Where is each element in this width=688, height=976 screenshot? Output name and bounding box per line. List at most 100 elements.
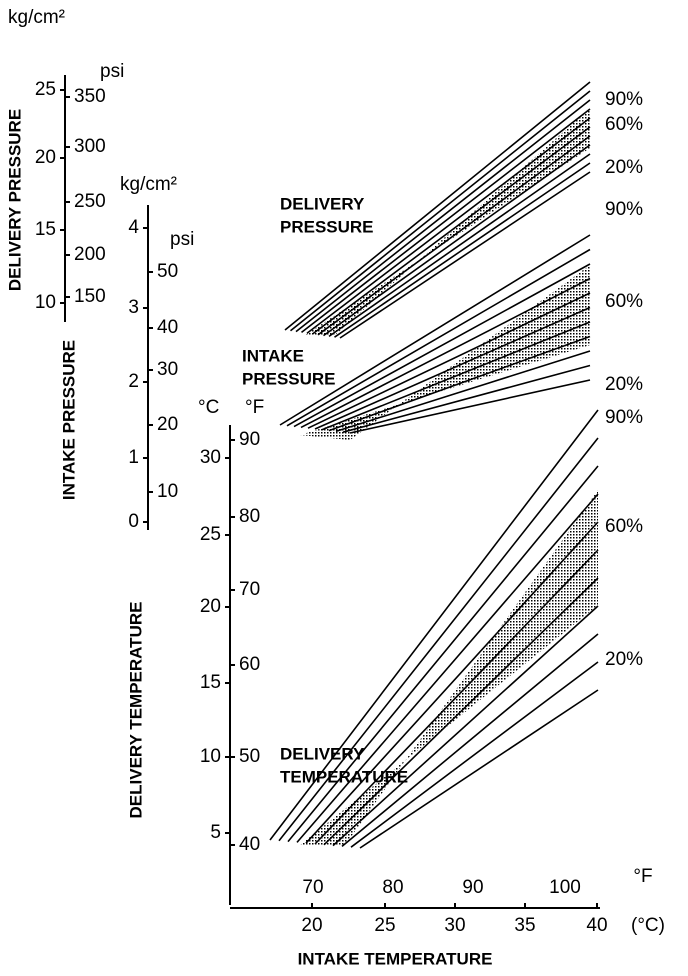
- tick-label: 30: [157, 359, 178, 380]
- tick-label: 70: [239, 579, 260, 600]
- pressure-line: [317, 135, 591, 336]
- tick-label: 70: [302, 877, 323, 898]
- tick-label: 20: [157, 414, 178, 435]
- tick-label: 40: [239, 834, 260, 855]
- pressure-line: [289, 90, 591, 332]
- intake-line: [321, 321, 591, 431]
- intake-line: [335, 350, 591, 433]
- axis-title: INTAKE TEMPERATURE: [298, 949, 493, 968]
- intake-line: [293, 263, 591, 428]
- tick-label: 15: [200, 672, 221, 693]
- tick-label: 40: [157, 317, 178, 338]
- temperature-line: [350, 661, 599, 848]
- tick-label: 10: [35, 292, 56, 313]
- tick-label: 50: [157, 261, 178, 282]
- unit: °F: [245, 397, 264, 418]
- tick-label: 15: [35, 219, 56, 240]
- tick-label: 30: [444, 915, 465, 936]
- temperature-line: [314, 549, 599, 845]
- pressure-line: [284, 81, 591, 331]
- tick-label: 80: [382, 877, 403, 898]
- tick-label: 25: [200, 524, 221, 545]
- tick-label: 10: [200, 746, 221, 767]
- unit: °C: [198, 397, 219, 418]
- temperature-line: [332, 605, 599, 847]
- temperature-line: [341, 633, 599, 848]
- pressure-line: [295, 99, 591, 333]
- temperature-line: [287, 465, 599, 843]
- temperature-line: [359, 689, 599, 849]
- pressure-line: [323, 144, 591, 337]
- tick-label: 20: [301, 915, 322, 936]
- percent-label: 20%: [605, 649, 643, 670]
- tick-label: 3: [128, 297, 139, 318]
- tick-label: 150: [74, 286, 106, 307]
- tick-label: 25: [35, 79, 56, 100]
- tick-label: 300: [74, 136, 106, 157]
- tick-label: 50: [239, 746, 260, 767]
- percent-label: 20%: [605, 157, 643, 178]
- tick-label: 0: [128, 511, 139, 532]
- percent-label: 60%: [605, 516, 643, 537]
- group-label: INTAKE: [242, 346, 304, 365]
- tick-label: 20: [35, 147, 56, 168]
- tick-label: 10: [157, 481, 178, 502]
- tick-label: 80: [239, 506, 260, 527]
- percent-label: 20%: [605, 374, 643, 395]
- intake-line: [342, 364, 591, 433]
- percent-label: 90%: [605, 199, 643, 220]
- tick-label: 100: [549, 877, 581, 898]
- tick-label: 35: [514, 915, 535, 936]
- group-label: PRESSURE: [242, 369, 336, 388]
- tick-label: 350: [74, 86, 106, 107]
- intake-line: [349, 379, 591, 434]
- tick-label: 2: [128, 371, 139, 392]
- pressure-line: [301, 108, 591, 334]
- intake-line: [328, 335, 591, 432]
- tick-label: 200: [74, 244, 106, 265]
- axis-title: INTAKE PRESSURE: [59, 340, 78, 500]
- unit: (°C): [631, 915, 665, 936]
- temperature-line: [323, 577, 599, 846]
- tick-label: 25: [374, 915, 395, 936]
- temperature-line: [296, 493, 599, 843]
- band: [300, 265, 590, 440]
- tick-label: 60: [239, 654, 260, 675]
- unit: kg/cm²: [120, 174, 177, 195]
- tick-label: 20: [200, 596, 221, 617]
- percent-label: 90%: [605, 89, 643, 110]
- percent-label: 90%: [605, 407, 643, 428]
- intake-line: [307, 292, 591, 429]
- tick-label: 90: [462, 877, 483, 898]
- pressure-line: [306, 117, 591, 334]
- intake-line: [314, 306, 591, 430]
- percent-label: 60%: [605, 114, 643, 135]
- pressure-line: [328, 153, 591, 338]
- temperature-line: [269, 409, 599, 841]
- group-label: DELIVERY: [280, 744, 365, 763]
- unit: kg/cm²: [8, 7, 65, 28]
- tick-label: 250: [74, 191, 106, 212]
- unit: psi: [170, 229, 194, 250]
- percent-label: 60%: [605, 291, 643, 312]
- group-label: DELIVERY: [280, 194, 365, 213]
- axis-title: DELIVERY TEMPERATURE: [126, 602, 145, 819]
- intake-line: [300, 277, 591, 429]
- group-label: PRESSURE: [280, 217, 374, 236]
- tick-label: 40: [586, 915, 607, 936]
- tick-label: 5: [210, 822, 221, 843]
- axis-title: DELIVERY PRESSURE: [5, 109, 24, 291]
- tick-label: 30: [200, 447, 221, 468]
- pressure-line: [339, 171, 591, 339]
- temperature-line: [305, 521, 599, 844]
- group-label: TEMPERATURE: [280, 767, 408, 786]
- unit: psi: [100, 61, 124, 82]
- pressure-line: [334, 162, 591, 338]
- intake-line: [286, 248, 591, 427]
- tick-label: 4: [128, 217, 139, 238]
- pressure-line: [312, 126, 591, 335]
- temperature-line: [278, 437, 599, 842]
- tick-label: 90: [239, 429, 260, 450]
- tick-label: 1: [128, 447, 139, 468]
